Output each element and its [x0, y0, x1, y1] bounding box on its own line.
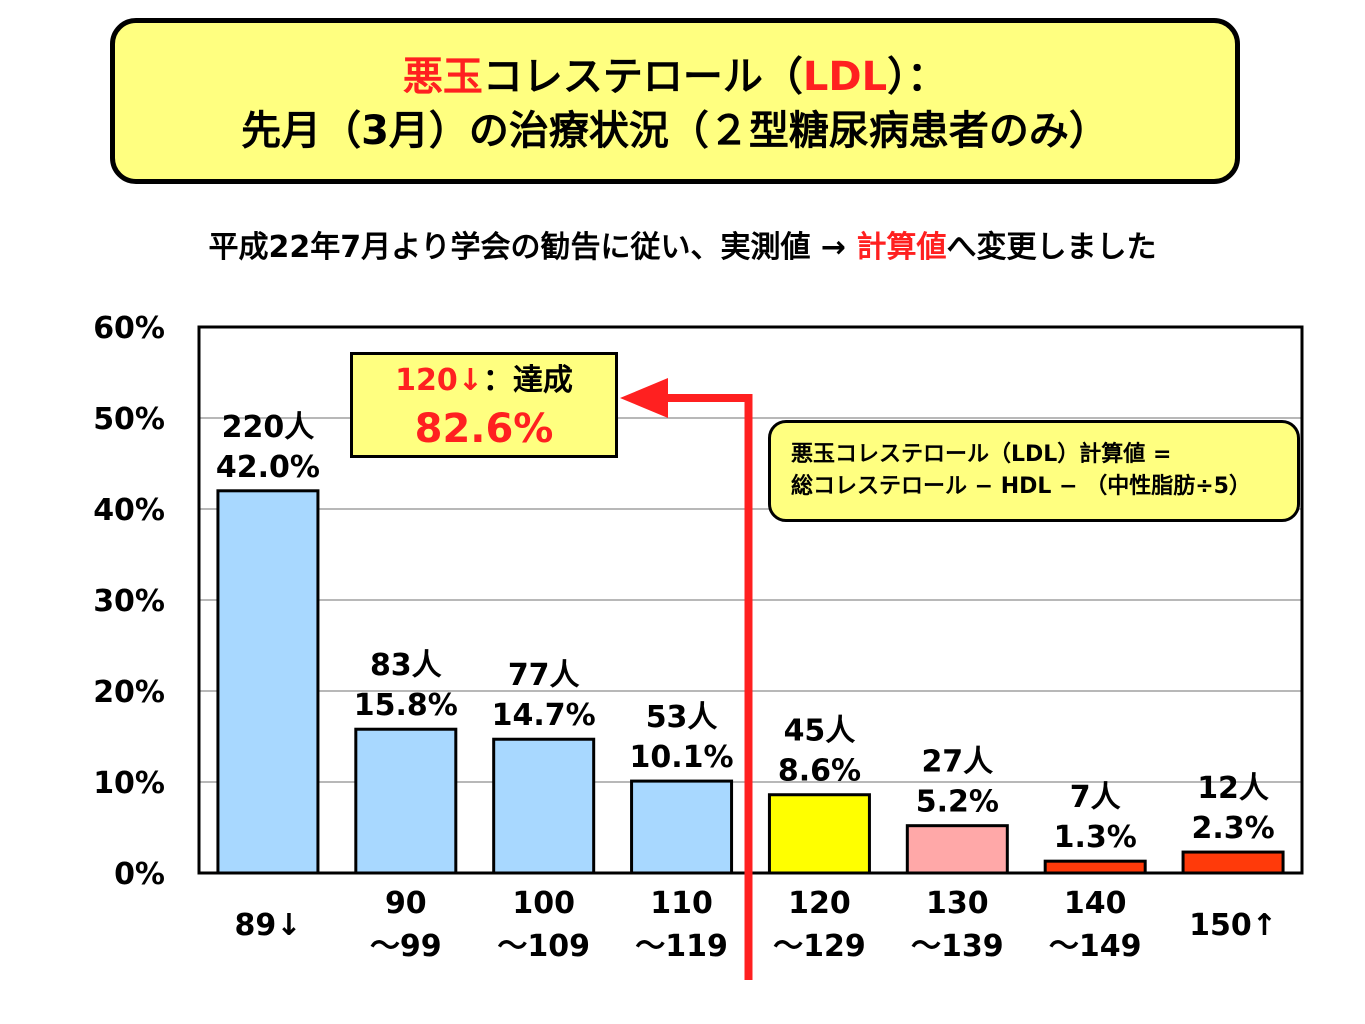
- x-category-label: ～99: [370, 929, 442, 964]
- bar-count-label: 53人: [646, 700, 718, 735]
- title-ldl: LDL: [802, 54, 888, 100]
- formula-line-2: 総コレステロール − HDL − （中性脂肪÷5）: [791, 474, 1251, 499]
- bar-percent-label: 1.3%: [1054, 820, 1137, 855]
- x-category-label: ～129: [773, 929, 866, 964]
- title-cholesterol: コレステロール（: [482, 54, 803, 100]
- achievement-label: 120↓：達成: [353, 363, 615, 399]
- x-category-label: 120: [788, 886, 851, 921]
- x-category-label: ～139: [911, 929, 1004, 964]
- x-category-label: 89↓: [234, 908, 301, 943]
- x-category-label: 130: [926, 886, 989, 921]
- bar-count-label: 220人: [222, 410, 315, 445]
- bar-count-label: 45人: [784, 714, 856, 749]
- title-line-1: 悪玉コレステロール（LDL）：: [115, 53, 1235, 101]
- bar: [1043, 859, 1147, 875]
- bar-percent-label: 10.1%: [630, 740, 734, 775]
- x-category-label: ～149: [1049, 929, 1142, 964]
- bar-percent-label: 5.2%: [916, 785, 999, 820]
- x-category-label: 100: [512, 886, 575, 921]
- y-tick-label: 60%: [93, 311, 165, 346]
- bar-percent-label: 15.8%: [354, 688, 458, 723]
- bar-count-label: 27人: [921, 745, 993, 780]
- bar: [630, 779, 734, 875]
- bar-count-label: 83人: [370, 648, 442, 683]
- bar-count-label: 77人: [508, 658, 580, 693]
- bar: [905, 824, 1009, 875]
- x-category-label: ～119: [635, 929, 728, 964]
- y-tick-label: 40%: [93, 493, 165, 528]
- title-line-2: 先月（3月）の治療状況（２型糖尿病患者のみ）: [241, 108, 1109, 154]
- bar-percent-label: 42.0%: [216, 450, 320, 485]
- threshold-arrow-head: [620, 378, 668, 418]
- subtitle-calculated: 計算値: [856, 230, 947, 265]
- x-category-label: 140: [1064, 886, 1127, 921]
- y-tick-label: 0%: [114, 857, 165, 892]
- x-category-label: ～109: [497, 929, 590, 964]
- bar: [1181, 850, 1285, 875]
- y-tick-label: 10%: [93, 766, 165, 801]
- bar: [492, 737, 596, 875]
- bar-percent-label: 8.6%: [778, 754, 861, 789]
- y-tick-label: 30%: [93, 584, 165, 619]
- y-tick-label: 20%: [93, 675, 165, 710]
- formula-line-1: 悪玉コレステロール（LDL）計算値 =: [791, 442, 1172, 467]
- x-category-label: 150↑: [1189, 908, 1277, 943]
- achievement-threshold: 120↓: [395, 363, 483, 398]
- bar: [767, 793, 871, 875]
- subtitle-before: 平成22年7月より学会の勧告に従い、実測値 →: [208, 230, 857, 265]
- achievement-box: 120↓：達成 82.6%: [350, 352, 618, 458]
- achievement-value: 82.6%: [414, 406, 554, 452]
- subtitle: 平成22年7月より学会の勧告に従い、実測値 → 計算値へ変更しました: [0, 228, 1365, 268]
- title-box: 悪玉コレステロール（LDL）： 先月（3月）の治療状況（２型糖尿病患者のみ）: [110, 18, 1240, 184]
- bar-percent-label: 14.7%: [492, 698, 596, 733]
- subtitle-after: へ変更しました: [946, 230, 1157, 265]
- bar-percent-label: 2.3%: [1191, 811, 1274, 846]
- formula-box: 悪玉コレステロール（LDL）計算値 = 総コレステロール − HDL − （中性…: [768, 420, 1300, 522]
- threshold-arrow-line: [650, 394, 753, 980]
- achievement-text: ：達成: [482, 363, 573, 398]
- x-category-label: 90: [385, 886, 427, 921]
- x-category-label: 110: [650, 886, 713, 921]
- bar-count-label: 12人: [1197, 771, 1269, 806]
- bar: [354, 727, 458, 875]
- bar: [216, 489, 320, 875]
- bar-count-label: 7人: [1070, 780, 1121, 815]
- title-bad-word: 悪玉: [402, 54, 483, 100]
- y-tick-label: 50%: [93, 402, 165, 437]
- title-colon: ）：: [887, 54, 948, 100]
